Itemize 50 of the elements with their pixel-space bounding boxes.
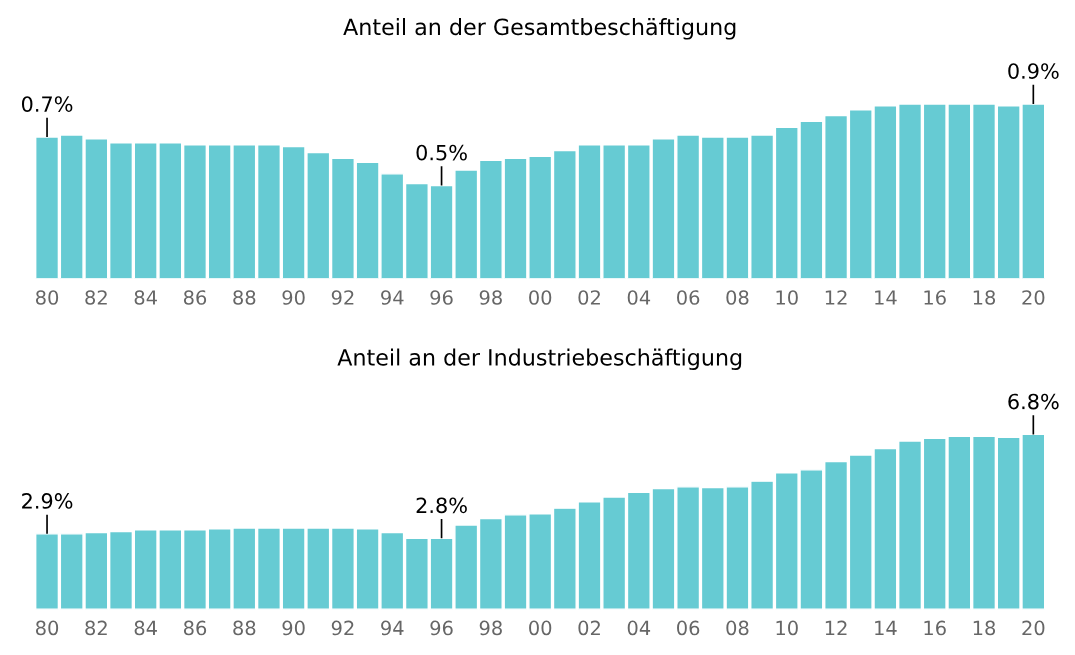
x-tick-label: 06 [677, 620, 700, 636]
x-tick-label: 04 [627, 620, 651, 636]
x-tick-label: 00 [529, 290, 552, 305]
x-tick-label: 12 [825, 290, 847, 305]
x-tick-label: 98 [479, 290, 502, 305]
x-tick-label: 16 [924, 620, 946, 636]
x-tick-label: 00 [529, 620, 552, 636]
data-label: 2.8% [416, 497, 467, 514]
x-tick-label: 92 [331, 290, 354, 305]
x-tick-label: 88 [233, 620, 256, 636]
x-tick-label: 02 [578, 620, 600, 636]
x-tick-label: 94 [381, 290, 404, 305]
x-tick-label: 84 [134, 290, 157, 305]
x-tick-label: 96 [430, 620, 453, 636]
x-tick-label: 90 [282, 620, 305, 636]
x-tick-label: 86 [183, 290, 207, 305]
x-tick-label: 82 [85, 290, 107, 305]
chart-title: Anteil an der Gesamtbeschäftigung [343, 18, 736, 40]
x-tick-label: 80 [35, 290, 59, 305]
x-tick-label: 90 [282, 290, 305, 305]
x-tick-label: 10 [776, 620, 798, 636]
x-tick-label: 94 [381, 620, 404, 636]
x-tick-label: 16 [924, 290, 946, 305]
x-tick-label: 10 [776, 290, 798, 305]
x-tick-label: 08 [726, 620, 749, 636]
x-tick-label: 20 [1022, 290, 1045, 305]
data-label: 0.9% [1008, 63, 1059, 79]
x-tick-label: 18 [973, 290, 996, 305]
x-tick-label: 80 [35, 620, 59, 636]
x-tick-label: 96 [430, 290, 453, 305]
data-label: 2.9% [22, 493, 73, 509]
x-tick-label: 08 [726, 290, 749, 305]
chart-title: Anteil an der Industriebeschäftigung [337, 348, 742, 371]
x-tick-label: 04 [627, 290, 651, 305]
x-tick-label: 20 [1022, 620, 1045, 636]
x-tick-label: 82 [85, 620, 107, 636]
x-tick-label: 06 [677, 290, 700, 305]
x-tick-label: 14 [875, 290, 897, 305]
x-tick-label: 98 [479, 620, 502, 636]
x-tick-label: 14 [875, 620, 897, 636]
x-tick-label: 02 [578, 290, 600, 305]
x-tick-label: 88 [233, 290, 256, 305]
data-label: 0.5% [416, 144, 467, 161]
x-tick-label: 92 [331, 620, 354, 636]
x-tick-label: 86 [183, 620, 207, 636]
data-label: 0.7% [21, 96, 73, 112]
x-tick-label: 84 [134, 620, 157, 636]
data-label: 6.8% [1008, 393, 1059, 410]
x-tick-label: 18 [973, 620, 996, 636]
x-tick-label: 12 [825, 620, 847, 636]
